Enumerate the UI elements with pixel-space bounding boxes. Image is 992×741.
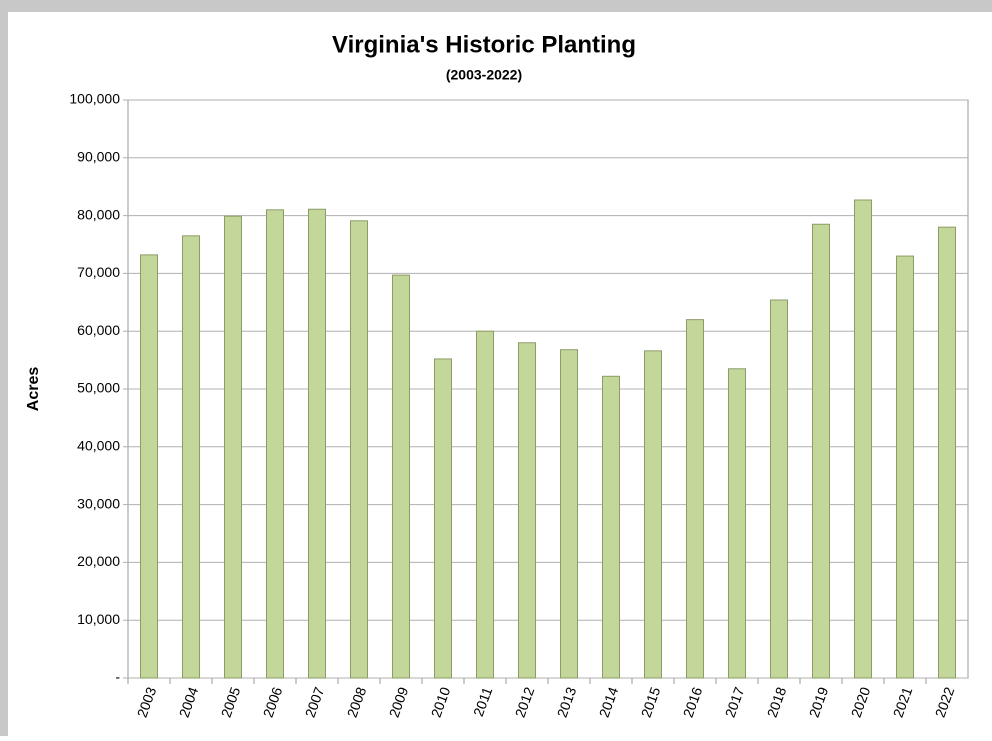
y-tick-label: 70,000	[77, 264, 120, 280]
y-tick-label: 90,000	[77, 149, 120, 165]
y-tick-label: 80,000	[77, 206, 120, 222]
bar	[602, 375, 620, 679]
y-tick-label: 50,000	[77, 380, 120, 396]
y-tick-label: 60,000	[77, 322, 120, 338]
bar	[434, 358, 452, 679]
y-tick-label: 40,000	[77, 438, 120, 454]
bar	[350, 220, 368, 679]
y-tick-label: 10,000	[77, 611, 120, 627]
y-tick-label: 20,000	[77, 553, 120, 569]
bar	[476, 330, 494, 679]
y-tick-label: 100,000	[69, 91, 120, 107]
y-tick-label: 30,000	[77, 495, 120, 511]
bar	[938, 226, 956, 679]
chart-title: Virginia's Historic Planting	[332, 31, 636, 58]
y-axis-label: Acres	[25, 367, 42, 412]
bar	[392, 274, 410, 679]
bar	[812, 223, 830, 679]
bar	[644, 350, 662, 679]
bar	[224, 215, 242, 679]
bar	[854, 199, 872, 679]
bar	[518, 342, 536, 679]
bar	[686, 319, 704, 679]
bar	[560, 349, 578, 679]
y-tick-label: -	[115, 669, 120, 685]
bar	[266, 209, 284, 679]
chart-subtitle: (2003-2022)	[446, 67, 522, 83]
bar	[182, 235, 200, 679]
bar	[308, 208, 326, 679]
bar	[896, 255, 914, 679]
bar	[140, 254, 158, 679]
bar	[770, 299, 788, 679]
bar	[728, 368, 746, 679]
